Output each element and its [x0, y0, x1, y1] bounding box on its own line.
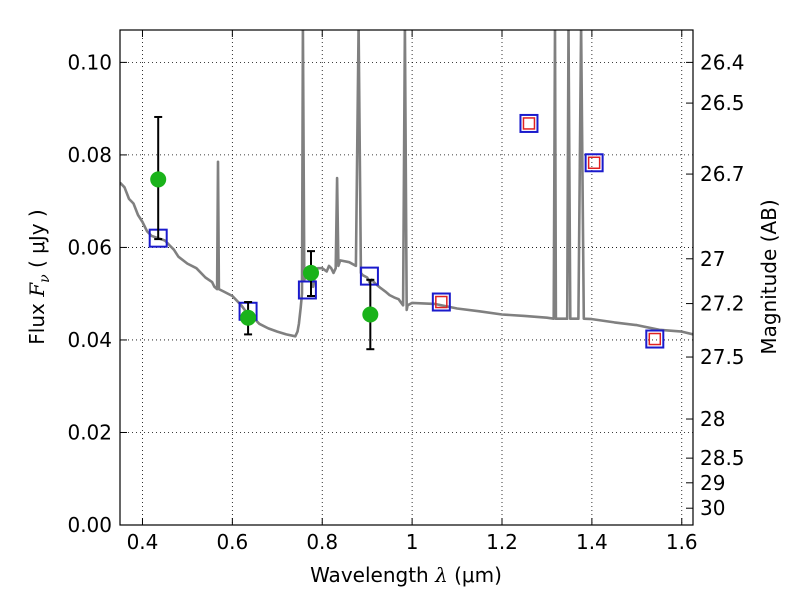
observed-point — [150, 171, 167, 188]
x-tick-label: 1 — [406, 530, 419, 554]
x-axis-label: Wavelength λ (μm) — [310, 563, 502, 587]
upper-limit-box — [648, 332, 662, 346]
y-tick-label: 0.10 — [67, 50, 112, 74]
axis-ticks: 0.4 0.6 0.8 1 1.2 1.4 1.6 0.00 0.02 0.04 0.06 0.08 0… — [67, 30, 745, 554]
x-tick-label: 0.8 — [306, 530, 338, 554]
x-tick-label: 0.6 — [216, 530, 248, 554]
observed-point — [303, 264, 319, 281]
model-photometry-box — [431, 292, 451, 312]
model-photometry-box — [645, 329, 665, 349]
magnitude-axis-label: Magnitude (AB) — [757, 199, 781, 354]
model-spectrum-line — [120, 30, 693, 338]
y-tick-label: 0.00 — [67, 513, 112, 537]
mag-tick-label: 26.5 — [700, 91, 745, 115]
data-markers — [148, 113, 665, 351]
y-tick-label: 0.04 — [67, 328, 112, 352]
x-tick-label: 1.2 — [486, 530, 518, 554]
observed-point — [240, 309, 257, 326]
observed-point — [362, 306, 379, 323]
upper-limit-box — [522, 117, 536, 130]
grid-lines — [120, 30, 693, 526]
y-tick-label: 0.06 — [67, 235, 112, 259]
x-tick-label: 0.4 — [127, 530, 159, 554]
mag-tick-label: 29 — [700, 471, 725, 495]
model-photometry-box — [584, 153, 604, 173]
mag-tick-label: 30 — [700, 496, 725, 520]
mag-tick-label: 27 — [700, 247, 725, 271]
model-photometry-box — [297, 280, 317, 300]
y-tick-label: 0.02 — [67, 420, 112, 444]
x-tick-label: 1.4 — [576, 530, 608, 554]
mag-tick-label: 27.2 — [700, 292, 745, 316]
model-spectrum — [120, 30, 693, 338]
y-tick-label: 0.08 — [67, 143, 112, 167]
mag-tick-label: 28 — [700, 407, 725, 431]
upper-limit-box — [435, 295, 448, 309]
model-photometry-box — [519, 113, 539, 133]
mag-tick-label: 28.5 — [700, 446, 745, 470]
x-tick-label: 1.6 — [666, 530, 698, 554]
plot-frame — [119, 29, 694, 526]
mag-tick-label: 26.4 — [700, 50, 745, 74]
upper-limit-box — [587, 156, 601, 170]
y-axis-label: Flux Fν ( μJy ) — [25, 209, 53, 344]
mag-tick-label: 26.7 — [700, 162, 745, 186]
mag-tick-label: 27.5 — [700, 345, 745, 369]
